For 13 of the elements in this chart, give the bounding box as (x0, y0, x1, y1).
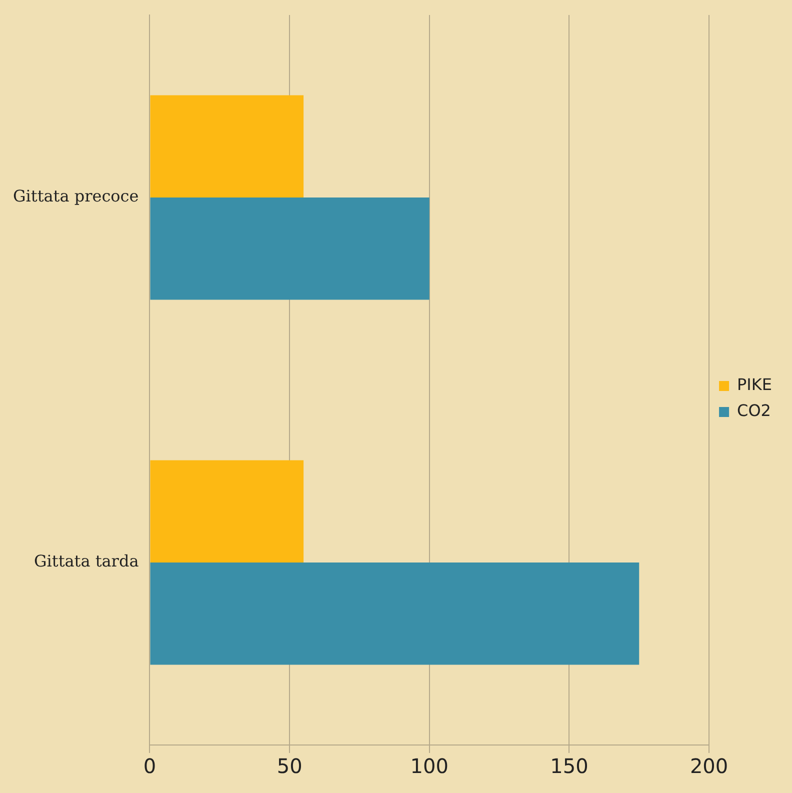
legend-label: PIKE (737, 375, 772, 394)
x-tick-label: 0 (143, 754, 156, 778)
y-tick-label: Gittata tarda (34, 552, 140, 571)
x-tick-label: 100 (410, 754, 448, 778)
bar (150, 460, 304, 562)
x-tick-label: 200 (690, 754, 728, 778)
y-tick-label: Gittata precoce (13, 186, 139, 206)
bar (150, 562, 640, 665)
x-tick-label: 150 (550, 754, 588, 778)
x-tick-label: 50 (276, 754, 302, 778)
bar (150, 198, 430, 300)
legend-label: CO2 (737, 401, 771, 420)
bar (150, 95, 304, 198)
